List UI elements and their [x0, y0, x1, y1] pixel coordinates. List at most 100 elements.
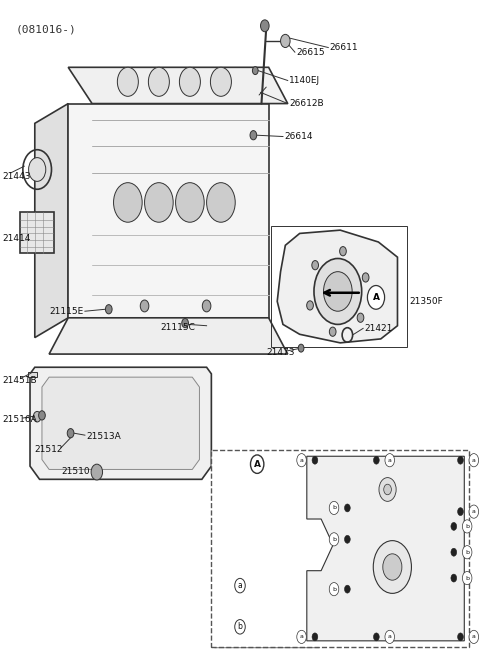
Circle shape [106, 305, 112, 314]
Text: 1140EJ: 1140EJ [289, 76, 320, 85]
Text: b: b [465, 575, 469, 581]
Circle shape [373, 541, 411, 593]
Text: b: b [238, 622, 242, 632]
Circle shape [329, 533, 339, 546]
Circle shape [202, 300, 211, 312]
Text: 21443: 21443 [2, 171, 30, 181]
Circle shape [206, 183, 235, 222]
Circle shape [457, 456, 463, 464]
Text: b: b [332, 537, 336, 542]
Circle shape [384, 484, 391, 495]
Circle shape [362, 273, 369, 282]
Text: PNC: PNC [284, 551, 301, 559]
Circle shape [251, 455, 264, 473]
Circle shape [340, 246, 346, 256]
Circle shape [451, 574, 456, 582]
Text: b: b [465, 524, 469, 529]
Circle shape [38, 410, 45, 420]
Text: 26615: 26615 [296, 48, 325, 57]
Circle shape [469, 453, 479, 467]
Circle shape [307, 301, 313, 310]
Circle shape [252, 67, 258, 75]
Text: 21510: 21510 [61, 467, 90, 476]
Circle shape [373, 633, 379, 641]
Circle shape [312, 456, 318, 464]
Circle shape [114, 183, 142, 222]
Polygon shape [35, 103, 68, 338]
Circle shape [373, 456, 379, 464]
Text: a: a [472, 634, 476, 639]
Circle shape [148, 68, 169, 96]
Circle shape [235, 579, 245, 593]
Circle shape [91, 464, 103, 480]
Text: 21451B: 21451B [2, 376, 36, 385]
Circle shape [67, 428, 74, 438]
Circle shape [345, 504, 350, 512]
Text: 26612B: 26612B [289, 99, 324, 108]
Circle shape [324, 271, 352, 311]
Circle shape [210, 68, 231, 96]
Circle shape [457, 633, 463, 641]
Circle shape [144, 183, 173, 222]
Text: a: a [300, 634, 303, 639]
Text: 21421: 21421 [364, 324, 393, 333]
Circle shape [297, 453, 306, 467]
Circle shape [312, 633, 318, 641]
Circle shape [469, 630, 479, 643]
Circle shape [312, 261, 319, 270]
Bar [214, 545, 319, 647]
Text: b: b [332, 587, 336, 592]
Text: 21512: 21512 [35, 445, 63, 454]
Circle shape [345, 536, 350, 544]
Circle shape [383, 554, 402, 580]
Circle shape [329, 583, 339, 596]
Circle shape [462, 571, 472, 585]
Circle shape [235, 620, 245, 634]
Circle shape [329, 501, 339, 514]
Circle shape [117, 68, 138, 96]
Circle shape [451, 522, 456, 530]
Circle shape [329, 327, 336, 336]
Circle shape [261, 20, 269, 32]
Text: A: A [253, 459, 261, 469]
Text: 26611: 26611 [330, 43, 359, 52]
Circle shape [34, 411, 41, 422]
Text: 21115C: 21115C [160, 323, 195, 332]
Circle shape [385, 630, 395, 643]
Circle shape [462, 545, 472, 559]
Circle shape [457, 508, 463, 516]
Circle shape [357, 313, 364, 322]
Text: 21513A: 21513A [86, 432, 121, 441]
Text: a: a [388, 634, 392, 639]
Text: a: a [300, 457, 303, 463]
Text: a: a [238, 581, 242, 590]
Polygon shape [277, 230, 397, 343]
Polygon shape [68, 103, 269, 318]
Bar [20, 213, 54, 253]
Circle shape [314, 258, 362, 324]
Circle shape [379, 477, 396, 501]
Text: A: A [372, 293, 380, 302]
Text: a: a [472, 457, 476, 463]
Text: 21350F: 21350F [409, 297, 443, 306]
Text: 21414: 21414 [2, 234, 30, 243]
Text: a: a [388, 457, 392, 463]
Text: 26614: 26614 [284, 132, 313, 141]
Circle shape [451, 548, 456, 556]
Text: 21516A: 21516A [2, 415, 36, 424]
Circle shape [469, 505, 479, 518]
Circle shape [176, 183, 204, 222]
Polygon shape [49, 318, 288, 354]
Circle shape [298, 344, 304, 352]
Text: 1140ER: 1140ER [278, 622, 307, 632]
Text: 21115E: 21115E [49, 307, 84, 316]
Polygon shape [30, 367, 211, 479]
Circle shape [140, 300, 149, 312]
Polygon shape [42, 377, 199, 469]
Bar [211, 449, 469, 647]
Circle shape [345, 585, 350, 593]
Circle shape [385, 453, 395, 467]
Circle shape [250, 130, 257, 140]
Circle shape [281, 34, 290, 48]
Polygon shape [68, 68, 288, 103]
